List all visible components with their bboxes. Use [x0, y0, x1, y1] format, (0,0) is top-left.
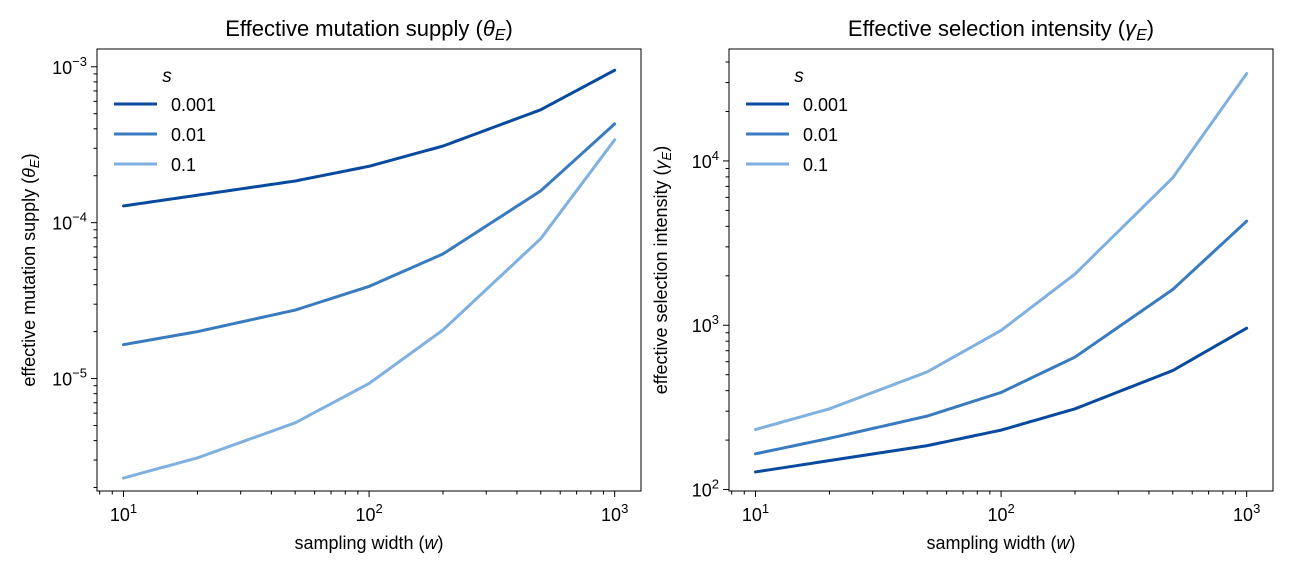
legend-title: s [794, 66, 804, 87]
x-tick-label: 102 [355, 501, 382, 525]
chart-title: Effective selection intensity (γE) [848, 16, 1154, 44]
y-tick-label: 10−4 [52, 210, 87, 234]
legend: s 0.001 0.01 0.1 [114, 66, 216, 175]
legend: s 0.001 0.01 0.1 [746, 66, 848, 175]
x-axis-label: sampling width (w) [926, 533, 1075, 553]
chart-panel-2: Effective selection intensity (γE) sampli… [651, 16, 1274, 553]
x-tick-label: 103 [1233, 501, 1260, 525]
series-line-0.1 [754, 72, 1249, 431]
series-line-0.001 [754, 326, 1249, 474]
plot-frame [96, 48, 642, 492]
y-tick-label: 104 [692, 148, 719, 172]
series-line-0.001 [122, 68, 617, 208]
legend-label: 0.1 [171, 155, 196, 175]
y-axis-label: effective mutation supply (θE) [19, 153, 42, 386]
legend-label: 0.1 [803, 155, 828, 175]
chart-title: Effective mutation supply (θE) [225, 16, 513, 44]
legend-label: 0.01 [803, 125, 838, 145]
y-tick-label: 102 [692, 477, 719, 501]
legend-label: 0.001 [803, 95, 848, 115]
x-tick-label: 103 [601, 501, 628, 525]
y-tick-label: 103 [692, 312, 719, 336]
x-tick-label: 102 [987, 501, 1014, 525]
y-axis-label: effective selection intensity (γE) [651, 146, 674, 394]
series-line-0.01 [122, 122, 617, 347]
x-axis-label: sampling width (w) [294, 533, 443, 553]
series-line-0.01 [754, 219, 1249, 456]
x-tick-label: 101 [110, 501, 137, 525]
x-tick-label: 101 [742, 501, 769, 525]
y-tick-label: 10−3 [52, 54, 87, 78]
chart-panel-1: Effective mutation supply (θE) sampling w… [19, 16, 642, 553]
series-line-0.1 [122, 138, 617, 480]
y-tick-label: 10−5 [52, 366, 87, 390]
legend-label: 0.001 [171, 95, 216, 115]
legend-label: 0.01 [171, 125, 206, 145]
plot-frame [728, 48, 1274, 492]
legend-title: s [162, 66, 172, 87]
